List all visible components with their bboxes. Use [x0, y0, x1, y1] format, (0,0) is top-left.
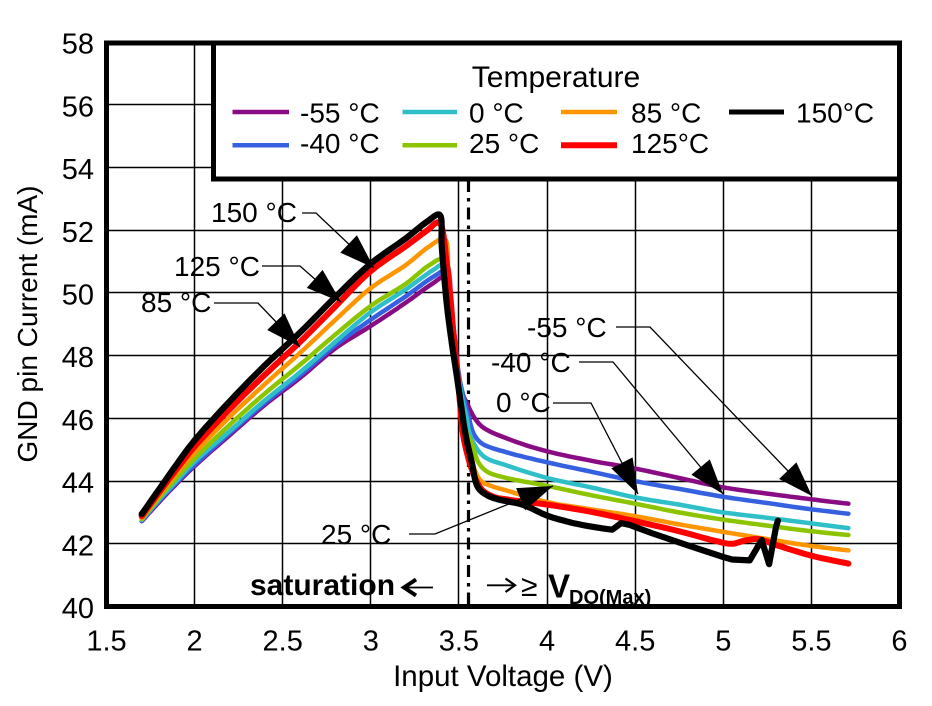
svg-text:-55 °C: -55 °C [527, 312, 607, 343]
svg-text:0 °C: 0 °C [469, 98, 524, 129]
svg-text:50: 50 [62, 280, 94, 312]
svg-text:1.5: 1.5 [86, 626, 126, 658]
svg-text:V: V [548, 568, 570, 605]
svg-text:5: 5 [715, 626, 731, 658]
svg-text:42: 42 [62, 530, 94, 562]
svg-text:2.5: 2.5 [263, 626, 303, 658]
svg-text:6: 6 [891, 626, 907, 658]
svg-text:25 °C: 25 °C [469, 128, 539, 159]
svg-text:-55 °C: -55 °C [300, 98, 380, 129]
svg-text:150°C: 150°C [796, 98, 874, 129]
svg-text:125 °C: 125 °C [174, 251, 260, 282]
svg-text:58: 58 [62, 29, 94, 61]
svg-text:85 °C: 85 °C [631, 98, 701, 129]
svg-text:4.5: 4.5 [615, 626, 655, 658]
svg-text:52: 52 [62, 217, 94, 249]
svg-text:≥: ≥ [521, 570, 537, 603]
svg-text:25 °C: 25 °C [321, 519, 391, 550]
svg-text:48: 48 [62, 342, 94, 374]
svg-text:85 °C: 85 °C [141, 287, 211, 318]
svg-text:4: 4 [539, 626, 555, 658]
svg-text:40: 40 [62, 593, 94, 625]
svg-text:54: 54 [62, 154, 94, 186]
svg-text:56: 56 [62, 91, 94, 123]
svg-text:saturation: saturation [250, 569, 395, 602]
svg-text:3: 3 [363, 626, 379, 658]
svg-text:2: 2 [187, 626, 203, 658]
svg-text:GND pin Current (mA): GND pin Current (mA) [12, 186, 43, 463]
svg-text:DO(Max): DO(Max) [569, 587, 651, 609]
svg-text:-40 °C: -40 °C [491, 347, 571, 378]
svg-text:Temperature: Temperature [472, 61, 640, 94]
svg-text:-40 °C: -40 °C [300, 128, 380, 159]
svg-text:5.5: 5.5 [791, 626, 831, 658]
svg-text:3.5: 3.5 [439, 626, 479, 658]
svg-text:44: 44 [62, 468, 94, 500]
svg-text:Input Voltage (V): Input Voltage (V) [393, 660, 613, 693]
svg-text:150 °C: 150 °C [211, 197, 297, 228]
svg-text:125°C: 125°C [631, 128, 709, 159]
svg-text:46: 46 [62, 405, 94, 437]
svg-text:0 °C: 0 °C [496, 387, 551, 418]
